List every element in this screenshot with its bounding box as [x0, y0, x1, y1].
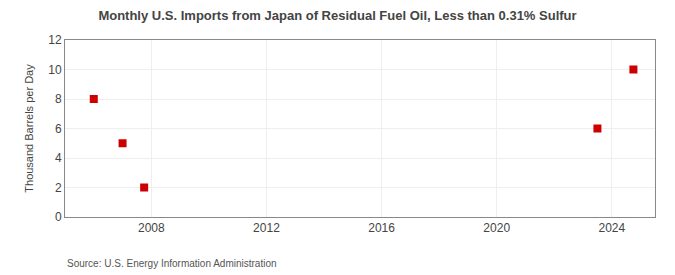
svg-text:2008: 2008	[138, 221, 165, 235]
svg-text:0: 0	[55, 210, 62, 224]
svg-text:2012: 2012	[253, 221, 280, 235]
svg-text:4: 4	[55, 151, 62, 165]
svg-text:2016: 2016	[368, 221, 395, 235]
svg-text:Thousand Barrels per Day: Thousand Barrels per Day	[23, 64, 35, 193]
svg-text:2024: 2024	[598, 221, 625, 235]
svg-text:2: 2	[55, 181, 62, 195]
svg-text:Monthly U.S. Imports from Japa: Monthly U.S. Imports from Japan of Resid…	[98, 8, 576, 23]
svg-text:Source: U.S. Energy Informatio: Source: U.S. Energy Information Administ…	[67, 258, 277, 269]
svg-text:2020: 2020	[483, 221, 510, 235]
svg-text:10: 10	[48, 63, 62, 77]
svg-text:8: 8	[55, 92, 62, 106]
svg-text:6: 6	[55, 122, 62, 136]
svg-text:12: 12	[48, 33, 62, 47]
